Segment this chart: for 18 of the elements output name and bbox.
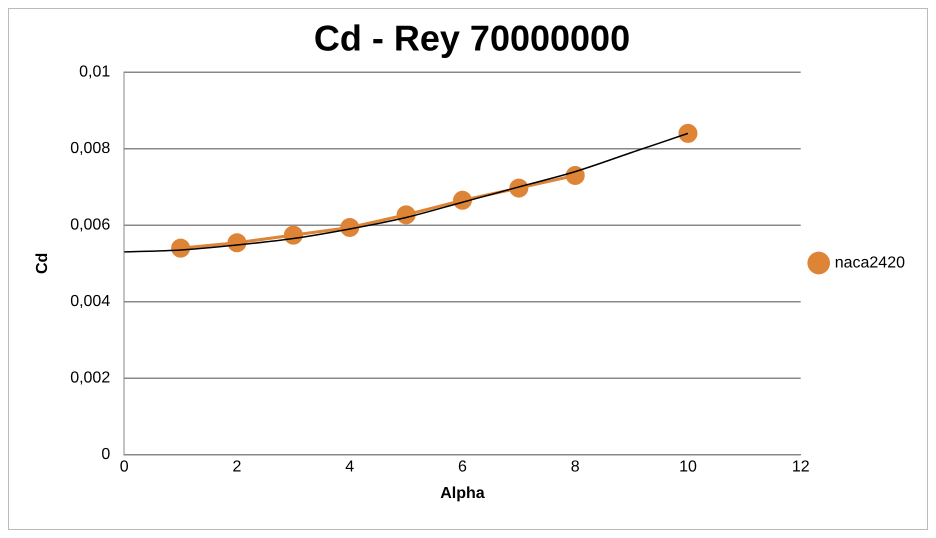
y-tick-label: 0,004 bbox=[70, 293, 110, 310]
y-tick-label: 0,008 bbox=[70, 140, 110, 158]
x-tick-label: 10 bbox=[679, 458, 697, 476]
y-tick-label: 0 bbox=[101, 446, 110, 464]
legend-label: naca2420 bbox=[834, 254, 906, 272]
x-tick-label: 8 bbox=[570, 458, 580, 476]
x-tick-label: 0 bbox=[120, 458, 129, 476]
y-tick-label: 0,002 bbox=[70, 370, 110, 387]
x-tick-label: 2 bbox=[232, 458, 242, 476]
y-tick-label: 0,006 bbox=[70, 216, 110, 234]
x-tick-label: 4 bbox=[345, 458, 354, 476]
chart-title: Cd - Rey 70000000 bbox=[314, 18, 630, 59]
point bbox=[678, 124, 698, 143]
x-tick-label: 12 bbox=[792, 458, 810, 476]
x-tick-label: 6 bbox=[458, 458, 468, 476]
y-tick-label: 0,01 bbox=[79, 64, 110, 81]
x-axis-title: Alpha bbox=[440, 484, 485, 502]
y-axis-title: Cd bbox=[34, 252, 52, 274]
